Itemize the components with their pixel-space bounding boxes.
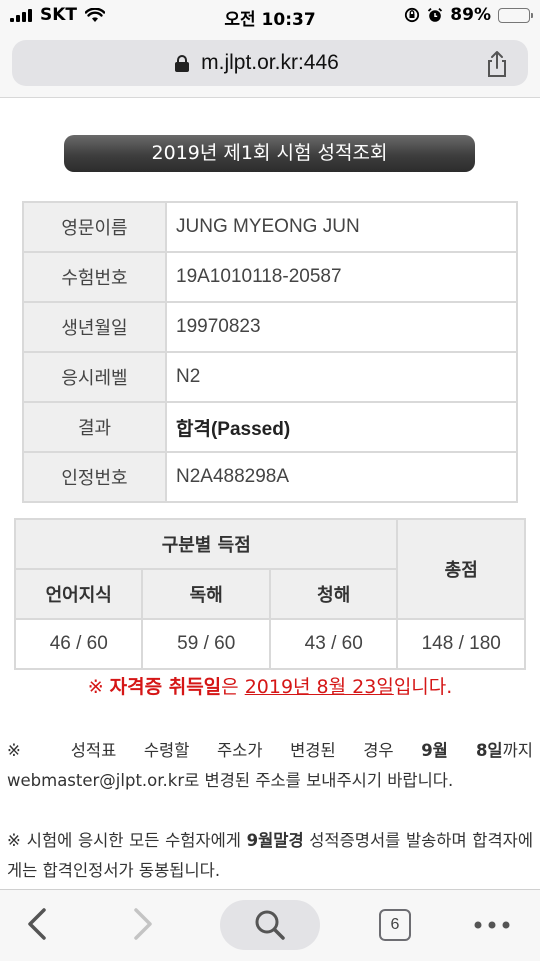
certificate-date-notice: ※ 자격증 취득일은 2019년 8월 23일입니다. [0,672,540,699]
row-label-level: 응시레벨 [22,351,167,403]
url-field[interactable]: m.jlpt.or.kr:446 [12,40,528,86]
row-value-certification-number: N2A488298A [165,451,518,503]
row-label-exam-number: 수험번호 [22,251,167,303]
table-row: 수험번호 19A1010118-20587 [22,251,518,303]
address-change-notice: ※ 성적표 수령할 주소가 변경된 경우 9월 8일까지 webmaster@j… [7,736,533,796]
notice-deadline: 9월 8일 [421,741,503,760]
notice-text: 성적증명서를 발송하며 합격자에게는 합격인정서가 동봉됩니다. [7,831,533,880]
row-label-result: 결과 [22,401,167,453]
search-button[interactable] [220,900,320,950]
battery-percent: 89% [450,5,491,25]
row-value-exam-number: 19A1010118-20587 [165,251,518,303]
notice-suffix: 입니다. [393,676,453,698]
row-value-result: 합격(Passed) [165,401,518,453]
notice-bold: 자격증 취득일 [109,676,222,698]
total-score-header: 총점 [396,518,526,620]
table-row: 46 / 60 59 / 60 43 / 60 148 / 180 [13,618,526,670]
browser-toolbar: 6 [0,889,540,961]
row-label-birthdate: 생년월일 [22,301,167,353]
section-score-header: 구분별 득점 [13,518,399,570]
url-text: m.jlpt.or.kr:446 [201,51,339,74]
score-table: 구분별 득점 총점 언어지식 독해 청해 46 / 60 59 / 60 43 … [13,518,526,670]
row-label-english-name: 영문이름 [22,201,167,253]
notice-mid: 은 [221,676,245,698]
page-title: 2019년 제1회 시험 성적조회 [64,135,475,172]
alarm-icon [428,7,443,22]
score-reading: 59 / 60 [141,618,271,670]
tabs-button[interactable]: 6 [379,904,413,944]
table-row: 응시레벨 N2 [22,351,518,403]
row-value-birthdate: 19970823 [165,301,518,353]
col-header-listening: 청해 [268,568,399,620]
score-listening: 43 / 60 [268,618,399,670]
notice-mark: ※ [87,676,110,698]
table-row: 언어지식 독해 청해 [13,568,525,620]
battery-icon [498,7,533,23]
share-icon[interactable] [484,50,510,78]
signal-icon [10,8,32,22]
table-row: 구분별 득점 총점 [13,518,526,620]
row-value-level: N2 [165,351,518,403]
certificate-date: 2019년 8월 23일 [244,676,394,698]
table-row: 영문이름 JUNG MYEONG JUN [22,201,518,253]
forward-icon[interactable] [128,904,158,944]
orientation-lock-icon [405,7,420,23]
score-total: 148 / 180 [396,618,526,670]
carrier-label: SKT [40,5,78,25]
lock-icon [175,55,189,72]
col-header-language-knowledge: 언어지식 [13,568,144,620]
table-row: 생년월일 19970823 [22,301,518,353]
notice-period: 9월말경 [246,831,304,850]
candidate-info-table: 영문이름 JUNG MYEONG JUN 수험번호 19A1010118-205… [22,201,518,503]
browser-address-bar: m.jlpt.or.kr:446 [0,32,540,98]
notice-text: 까지 webmaster@jlpt.or.kr로 변경된 주소를 보내주시기 바… [7,741,533,790]
row-value-english-name: JUNG MYEONG JUN [165,201,518,253]
clock: 오전 10:37 [224,10,316,30]
row-label-certification-number: 인정번호 [22,451,167,503]
more-icon[interactable] [472,904,512,944]
col-header-reading: 독해 [141,568,271,620]
search-icon [255,910,285,940]
wifi-icon [85,7,106,22]
notice-text: ※ 시험에 응시한 모든 수험자에게 [7,831,247,850]
table-row: 인정번호 N2A488298A [22,451,518,503]
tab-count: 6 [379,909,411,941]
notice-text: ※ 성적표 수령할 주소가 변경된 경우 [7,741,422,760]
status-left: SKT [10,5,106,25]
status-right: 89% [404,5,533,25]
table-row: 결과 합격(Passed) [22,401,518,453]
score-language-knowledge: 46 / 60 [13,618,144,670]
status-bar: SKT 오전 10:37 89% [0,0,540,32]
back-icon[interactable] [22,904,52,944]
certificate-mailing-notice: ※ 시험에 응시한 모든 수험자에게 9월말경 성적증명서를 발송하며 합격자에… [7,826,533,886]
